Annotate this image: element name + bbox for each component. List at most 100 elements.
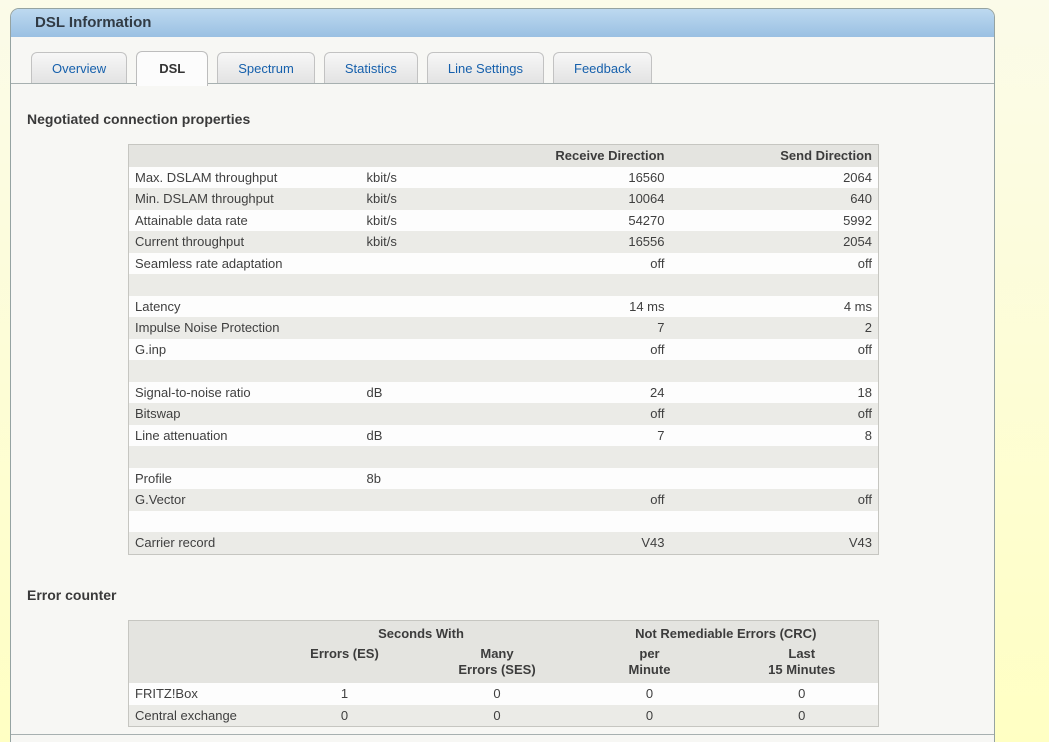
row-label-cell: G.inp <box>135 341 167 357</box>
table-row: Min. DSLAM throughput kbit/s 10064 640 <box>128 188 879 210</box>
empty-header-cell <box>129 145 361 167</box>
row-label-cell: FRITZ!Box <box>135 686 198 701</box>
receive-value-cell: 7 <box>657 427 665 443</box>
send-value-cell: 8 <box>864 427 872 443</box>
unit-cell: kbit/s <box>366 191 397 206</box>
table-row: Attainable data rate kbit/s 54270 5992 <box>128 209 879 231</box>
send-value-cell: 2 <box>864 320 872 335</box>
errors-es-cell: 0 <box>340 707 349 723</box>
unit-cell: dB <box>366 427 383 443</box>
many-errors-ses-header: Many Errors (SES) <box>458 646 536 677</box>
receive-value-cell <box>481 360 671 382</box>
last-15-minutes-cell: 0 <box>798 707 806 723</box>
last-15-minutes-cell: 0 <box>798 686 806 701</box>
row-label-cell: Signal-to-noise ratio <box>135 384 251 400</box>
row-label-cell: Attainable data rate <box>135 212 248 228</box>
row-label-cell: Profile <box>135 470 172 486</box>
send-direction-header: Send Direction <box>780 148 872 163</box>
unit-cell: kbit/s <box>366 169 397 185</box>
row-label-cell <box>129 446 361 468</box>
receive-value-cell: 16556 <box>628 234 665 249</box>
tab-statistics[interactable]: Statistics <box>323 52 418 84</box>
unit-cell <box>361 253 481 275</box>
dsl-information-panel: DSL Information Overview DSL Spectrum Stati… <box>10 8 995 742</box>
connection-properties-table: Receive Direction Send Direction Max. DS… <box>128 144 879 555</box>
empty-header-cell <box>361 145 481 167</box>
send-value-cell: 2054 <box>843 234 872 249</box>
unit-cell <box>361 403 481 425</box>
table-row: Line attenuation dB 7 8 <box>128 424 879 446</box>
row-label-cell: Latency <box>135 298 181 314</box>
table-row: G.Vector off off <box>128 489 879 511</box>
row-label-cell: Current throughput <box>135 234 245 249</box>
unit-cell: kbit/s <box>366 212 397 228</box>
row-label-cell <box>129 360 361 382</box>
unit-cell <box>361 317 481 339</box>
errors-es-cell: 1 <box>340 686 349 701</box>
per-minute-header: per Minute <box>628 646 671 677</box>
table-row: Bitswap off off <box>128 403 879 425</box>
row-label-cell <box>129 274 361 296</box>
row-label-cell: Impulse Noise Protection <box>135 320 280 335</box>
unit-cell <box>361 274 481 296</box>
errors-ses-cell: 0 <box>493 686 501 701</box>
tab-line-settings[interactable]: Line Settings <box>426 52 545 84</box>
receive-value-cell: 14 ms <box>629 298 665 314</box>
receive-value-cell <box>481 468 671 490</box>
row-label-cell: Min. DSLAM throughput <box>135 191 274 206</box>
unit-cell: dB <box>366 384 383 400</box>
crc-errors-group-header: Not Remediable Errors (CRC) <box>635 625 817 641</box>
receive-value-cell <box>481 511 671 533</box>
send-value-cell: 4 ms <box>843 298 872 314</box>
seconds-with-group-header: Seconds With <box>378 625 464 641</box>
table-row: Signal-to-noise ratio dB 24 18 <box>128 381 879 403</box>
per-minute-cell: 0 <box>645 707 654 723</box>
tab-dsl[interactable]: DSL <box>136 51 209 86</box>
receive-value-cell: 54270 <box>628 212 665 228</box>
tab-strip: Overview DSL Spectrum Statistics Line Settin… <box>11 48 994 86</box>
empty-header-cell <box>129 644 269 683</box>
send-value-cell <box>671 274 879 296</box>
table-row: Central exchange 0 0 0 0 <box>128 704 879 727</box>
receive-value-cell: V43 <box>641 535 665 550</box>
row-label-cell: Seamless rate adaptation <box>135 255 283 271</box>
table-row: Seamless rate adaptation off off <box>128 252 879 275</box>
table-row: Carrier record V43 V43 <box>128 532 879 554</box>
error-group-header-row: Seconds With Not Remediable Errors (CRC) <box>128 620 879 644</box>
error-sub-header-row: Errors (ES) Many Errors (SES) per Minute… <box>128 644 879 683</box>
connection-table-header-row: Receive Direction Send Direction <box>128 144 879 167</box>
send-value-cell: off <box>857 492 872 507</box>
row-label-cell: Central exchange <box>135 707 237 723</box>
table-row: Current throughput kbit/s 16556 2054 <box>128 231 879 253</box>
content-area: Negotiated connection properties Receive… <box>11 111 994 727</box>
receive-value-cell <box>481 446 671 468</box>
send-value-cell: off <box>857 255 872 271</box>
unit-cell <box>361 489 481 511</box>
error-counter-table: Seconds With Not Remediable Errors (CRC)… <box>128 619 879 727</box>
send-value-cell: 640 <box>850 191 872 206</box>
send-value-cell: off <box>857 341 872 357</box>
unit-cell <box>361 296 481 318</box>
spacer-row <box>128 360 879 382</box>
empty-header-cell <box>129 620 269 644</box>
page-title-bar: DSL Information <box>11 9 994 37</box>
tab-feedback[interactable]: Feedback <box>553 52 653 84</box>
tab-spectrum[interactable]: Spectrum <box>217 52 315 84</box>
row-label-cell: Bitswap <box>135 406 181 421</box>
send-value-cell: 5992 <box>843 212 872 228</box>
receive-value-cell: 7 <box>657 320 665 335</box>
unit-cell <box>361 511 481 533</box>
section-heading-errors: Error counter <box>27 586 117 603</box>
unit-cell: kbit/s <box>366 234 397 249</box>
tab-overview[interactable]: Overview <box>31 52 128 84</box>
send-value-cell <box>671 468 879 490</box>
receive-direction-header: Receive Direction <box>555 148 665 163</box>
unit-cell <box>361 339 481 361</box>
last-15-minutes-header: Last 15 Minutes <box>768 646 836 677</box>
table-row: Impulse Noise Protection 7 2 <box>128 317 879 339</box>
send-value-cell: 2064 <box>843 169 872 185</box>
table-row: FRITZ!Box 1 0 0 0 <box>128 683 879 705</box>
table-row: Max. DSLAM throughput kbit/s 16560 2064 <box>128 166 879 188</box>
send-value-cell <box>671 511 879 533</box>
bottom-section-divider <box>11 734 994 735</box>
